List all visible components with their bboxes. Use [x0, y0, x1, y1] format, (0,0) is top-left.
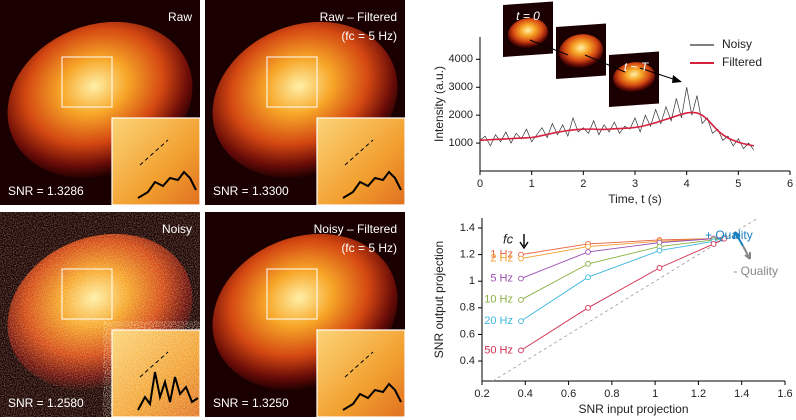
snr-label: SNR = 1.3300: [213, 184, 289, 198]
point: [518, 255, 524, 262]
y-tick-label: 3000: [449, 81, 473, 93]
x-tick-label: 0.8: [604, 388, 619, 400]
x-tick-label: 6: [787, 178, 793, 190]
panel-title: Noisy – Filtered: [314, 222, 397, 236]
quality-arrow: [742, 245, 751, 260]
chart: 0.2 0.4 0.6 0.8 1 1.2 1.4 1.6 0.4 0.6 0.8 1 1.2 1.4 SN…: [432, 217, 793, 416]
zoom-inset: [111, 117, 200, 205]
profile-line: [139, 351, 169, 378]
profile-line: [139, 139, 169, 166]
snr-label: SNR = 1.2580: [8, 396, 84, 410]
profile-curve: [137, 170, 197, 199]
x-tick-label: 0.4: [518, 388, 533, 400]
series-line: [520, 236, 725, 301]
image-panels: Raw SNR = 1.3286 Raw – Filtered (fc = 5 Hz)…: [0, 0, 405, 417]
x-axis-title: Time, t (s): [608, 192, 662, 206]
quality-arrow: [733, 231, 744, 247]
series-label: 10 Hz: [484, 294, 513, 306]
x-axis-title: SNR input projection: [578, 402, 688, 416]
annotation-arrow: [519, 234, 529, 250]
point: [710, 241, 717, 247]
y-tick-label: 0.4: [460, 355, 475, 367]
series-label: 5 Hz: [490, 272, 513, 284]
point: [656, 265, 663, 271]
point: [518, 275, 524, 282]
panel-title: Raw: [168, 10, 192, 24]
roi-box: [266, 268, 318, 320]
point: [585, 274, 591, 281]
y-tick-label: 1000: [449, 137, 473, 149]
snr-label: SNR = 1.3250: [213, 396, 289, 410]
point: [585, 304, 591, 311]
x-tick-label: 0.2: [474, 388, 489, 400]
y-tick-label: 0.6: [460, 328, 475, 340]
series-label: 2 Hz: [490, 252, 513, 264]
y-tick-label: 4000: [449, 53, 473, 65]
x-tick-label: 0.6: [561, 388, 576, 400]
charts: 0 1 2 3 4 5 6 1000 2000 3000 4000 Time, t (s) Intens…: [432, 37, 793, 416]
annotation: t ~ T: [624, 60, 650, 74]
image-panel: Raw – Filtered (fc = 5 Hz) SNR = 1.3300: [205, 0, 405, 205]
point: [518, 318, 524, 324]
point: [518, 347, 524, 354]
x-tick-label: 2: [580, 178, 586, 190]
profile-line: [344, 139, 374, 166]
image-panel: Noisy SNR = 1.2580: [0, 212, 200, 417]
series-line: [520, 236, 725, 279]
roi-box: [61, 268, 113, 320]
x-tick-label: 1.2: [691, 388, 706, 400]
zoom-inset: [316, 117, 405, 205]
point: [585, 249, 591, 255]
annotation: + Quality: [705, 228, 753, 242]
panel-title: Noisy: [162, 222, 192, 236]
annotation: fc: [503, 231, 514, 246]
point: [518, 296, 524, 303]
series-label: 1 Hz: [490, 248, 513, 260]
x-tick-label: 3: [632, 178, 638, 190]
y-tick-label: 1.2: [460, 248, 475, 260]
y-tick-label: 2000: [449, 109, 473, 121]
image-panel: Noisy – Filtered (fc = 5 Hz) SNR = 1.3250: [205, 212, 405, 417]
x-tick-label: 4: [684, 178, 690, 190]
legend-label: Noisy: [722, 37, 752, 51]
series-line: [479, 111, 755, 147]
panel-subtitle: (fc = 5 Hz): [341, 241, 397, 255]
legend-label: Filtered: [722, 55, 762, 69]
panel-subtitle: (fc = 5 Hz): [341, 29, 397, 43]
x-tick-label: 1.4: [734, 388, 749, 400]
roi-box: [266, 56, 318, 108]
point: [585, 261, 591, 267]
image-panel: Raw SNR = 1.3286: [0, 0, 200, 205]
roi-box: [61, 56, 113, 108]
series-label: 50 Hz: [484, 344, 513, 356]
snapshot-insets: t = 0 t ~ T: [503, 1, 682, 107]
reference-line: [492, 217, 759, 382]
profile-curve: [342, 170, 402, 199]
chart: 0 1 2 3 4 5 6 1000 2000 3000 4000 Time, t (s) Intens…: [432, 37, 793, 206]
profile-line: [344, 351, 374, 378]
y-tick-label: 1.4: [460, 222, 475, 234]
point: [585, 243, 591, 250]
annotation: - Quality: [733, 264, 778, 278]
x-tick-label: 1: [529, 178, 535, 190]
x-tick-label: 1: [652, 388, 658, 400]
profile-curve: [342, 382, 402, 411]
panel-title: Raw – Filtered: [320, 10, 397, 24]
point: [721, 235, 728, 242]
y-axis-title: SNR output projection: [432, 241, 446, 358]
y-tick-label: 0.8: [460, 302, 475, 314]
zoom-inset: [316, 329, 405, 417]
y-axis-title: Intensity (a.u.): [432, 66, 446, 142]
x-tick-label: 1.6: [777, 388, 792, 400]
annotation: t = 0: [516, 9, 540, 23]
x-tick-label: 0: [477, 178, 483, 190]
snr-label: SNR = 1.3286: [8, 184, 84, 198]
y-tick-label: 1: [469, 275, 475, 287]
x-tick-label: 5: [735, 178, 741, 190]
series-label: 20 Hz: [484, 315, 513, 327]
point: [656, 247, 663, 254]
profile-curve: [137, 371, 199, 411]
